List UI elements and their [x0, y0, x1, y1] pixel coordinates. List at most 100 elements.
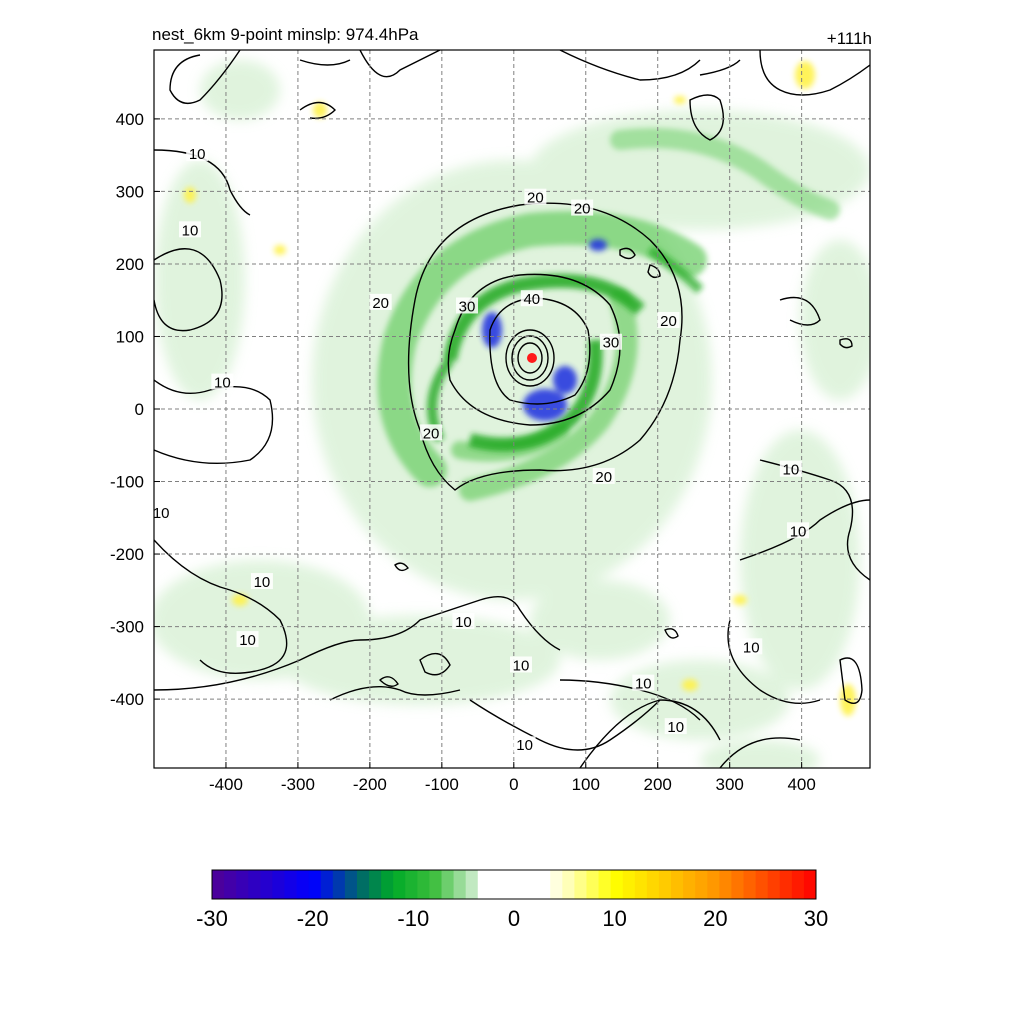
y-tick-label: 100 — [116, 327, 144, 346]
contour-label-bg — [787, 522, 810, 539]
contour-label-bg — [236, 631, 259, 648]
contour-label-bg — [456, 297, 479, 314]
colorbar-box — [598, 870, 612, 899]
y-tick-label: 0 — [135, 400, 144, 419]
colorbar-box — [212, 870, 225, 899]
contour-label: 10 — [189, 146, 206, 163]
colorbar-box — [393, 870, 406, 899]
contour-label: 10 — [182, 222, 199, 239]
contour-label-bg — [592, 467, 615, 484]
colorbar-box — [671, 870, 684, 899]
contour-label-bg — [452, 612, 475, 629]
storm-center-marker — [527, 353, 537, 363]
colorbar-box — [332, 870, 346, 899]
colorbar-box — [550, 870, 563, 899]
colorbar-box — [731, 870, 745, 899]
x-tick-label: 100 — [572, 775, 600, 794]
contour-label-bg — [513, 736, 536, 753]
colorbar-box — [320, 870, 334, 899]
colorbar-box — [381, 870, 394, 899]
gridlines — [154, 50, 870, 768]
colorbar-tick-label: -20 — [297, 906, 329, 931]
contour-label-bg — [178, 221, 201, 238]
colorbar-box — [743, 870, 757, 899]
colorbar-box — [707, 870, 720, 899]
contour-label: 10 — [516, 737, 533, 754]
colorbar-box — [356, 870, 370, 899]
colorbar-tick-label: 0 — [508, 906, 520, 931]
contour-label-bg — [150, 504, 173, 521]
colorbar-box — [477, 870, 491, 899]
colorbar-box — [538, 870, 551, 899]
colorbar-box — [441, 870, 455, 899]
colorbar-box — [248, 870, 261, 899]
x-tick-label: 300 — [715, 775, 743, 794]
contour-label: 20 — [372, 295, 389, 312]
contour-label-bg — [779, 460, 802, 477]
contour-label: 30 — [459, 298, 476, 315]
contour-label-bg — [632, 674, 655, 691]
y-tick-label: 200 — [116, 255, 144, 274]
colorbar-box — [514, 870, 527, 899]
y-tick-label: -200 — [110, 545, 144, 564]
colorbar-box — [369, 870, 382, 899]
x-tick-label: 0 — [509, 775, 518, 794]
contour-label: 20 — [527, 190, 544, 207]
colorbar-box — [308, 870, 322, 899]
contour-label: 10 — [783, 462, 800, 479]
contour-label-bg — [509, 656, 532, 673]
contour-label-bg — [420, 424, 443, 441]
colorbar-box — [658, 870, 672, 899]
contour-label: 20 — [423, 425, 440, 442]
contour-label: 10 — [455, 614, 472, 631]
colorbar-box — [719, 870, 732, 899]
forecast-hour-label: +111h — [827, 29, 872, 48]
contour-label: 10 — [513, 657, 530, 674]
x-tick-label: 200 — [644, 775, 672, 794]
x-tick-label: -300 — [281, 775, 315, 794]
contour-label: 20 — [574, 201, 591, 218]
contour-lines — [154, 50, 870, 768]
contour-label: 10 — [743, 639, 760, 656]
colorbar-box — [779, 870, 793, 899]
x-axis: -400 -300 -200 -100 0 100 200 300 400 — [209, 762, 816, 794]
contour-label-bg — [524, 188, 547, 205]
colorbar-box — [284, 870, 298, 899]
colorbar-tick-label: 20 — [703, 906, 727, 931]
y-tick-label: -400 — [110, 690, 144, 709]
y-tick-label: -100 — [110, 473, 144, 492]
colorbar-box — [526, 870, 539, 899]
contour-label-bg — [211, 373, 234, 390]
colorbar-box — [622, 870, 636, 899]
colorbar-box — [296, 870, 310, 899]
colorbar-box — [695, 870, 708, 899]
colorbar-box — [634, 870, 648, 899]
contour-label-bg — [571, 199, 594, 216]
colorbar-box — [767, 870, 781, 899]
contour-label: 10 — [790, 523, 807, 540]
contour-label: 10 — [239, 632, 256, 649]
colorbar-box — [465, 870, 479, 899]
contour-label: 20 — [660, 313, 677, 330]
colorbar-box — [791, 870, 805, 899]
contour-label: 30 — [603, 335, 620, 352]
colorbar-box — [453, 870, 467, 899]
colorbar: -30 -20 -10 0 10 20 30 — [196, 869, 828, 931]
colorbar-box — [610, 870, 624, 899]
contour-label-bg — [369, 293, 392, 310]
x-tick-label: -400 — [209, 775, 243, 794]
colorbar-box — [260, 870, 273, 899]
shaded-field — [154, 50, 870, 768]
colorbar-box — [224, 870, 237, 899]
contour-label: 10 — [635, 676, 652, 693]
colorbar-box — [417, 870, 430, 899]
colorbar-box — [489, 870, 503, 899]
colorbar-box — [683, 870, 696, 899]
contour-label: 10 — [153, 505, 170, 522]
contour-labels: 10 10 10 10 10 10 10 10 10 10 10 10 10 10 20 20 20 20 20 20… — [150, 145, 810, 754]
colorbar-box — [344, 870, 358, 899]
colorbar-tick-label: -10 — [397, 906, 429, 931]
plot-area: 10 10 10 10 10 10 10 10 10 10 10 10 10 10 20 20 20 20 20 20… — [110, 49, 871, 794]
colorbar-box — [646, 870, 660, 899]
